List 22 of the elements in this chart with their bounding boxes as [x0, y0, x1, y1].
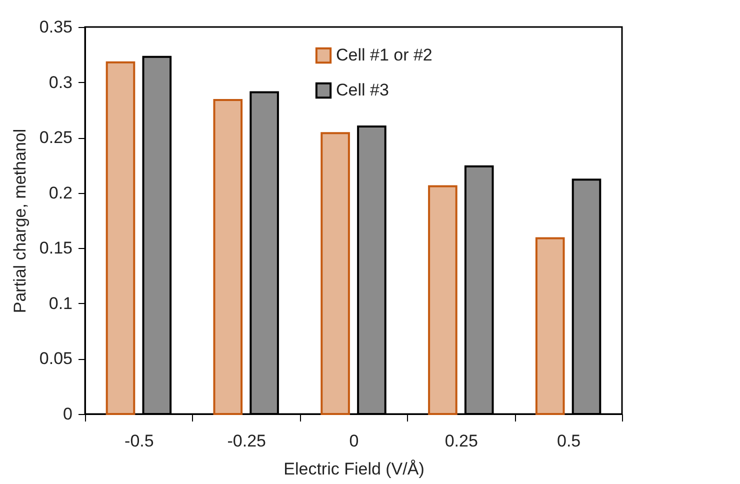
legend-label: Cell #3 — [336, 80, 389, 100]
x-tick-label: 0 — [349, 432, 359, 450]
y-tick-label: 0.1 — [48, 294, 72, 313]
y-axis-title: Partial charge, methanol — [10, 128, 30, 314]
legend-label: Cell #1 or #2 — [336, 46, 432, 64]
x-tick-label: 0.25 — [444, 432, 478, 450]
y-tick-label: 0.35 — [39, 18, 72, 36]
x-axis-title: Electric Field (V/Å) — [284, 460, 424, 478]
y-tick-label: 0.15 — [39, 238, 72, 258]
bar — [106, 61, 136, 415]
y-tick-label: 0.3 — [48, 72, 72, 92]
bar — [213, 98, 243, 415]
bar — [428, 185, 458, 415]
x-tick-label: -0.5 — [124, 432, 154, 450]
bar — [320, 132, 350, 415]
y-tick-label: 0.25 — [39, 128, 72, 148]
x-tick-label: 0.5 — [556, 432, 581, 450]
x-tick-label: -0.25 — [227, 432, 266, 450]
y-tick-label: 0.05 — [39, 349, 72, 368]
bar — [535, 237, 565, 415]
y-tick-label: 0.2 — [48, 183, 72, 202]
y-tick-label: 0 — [63, 404, 72, 424]
